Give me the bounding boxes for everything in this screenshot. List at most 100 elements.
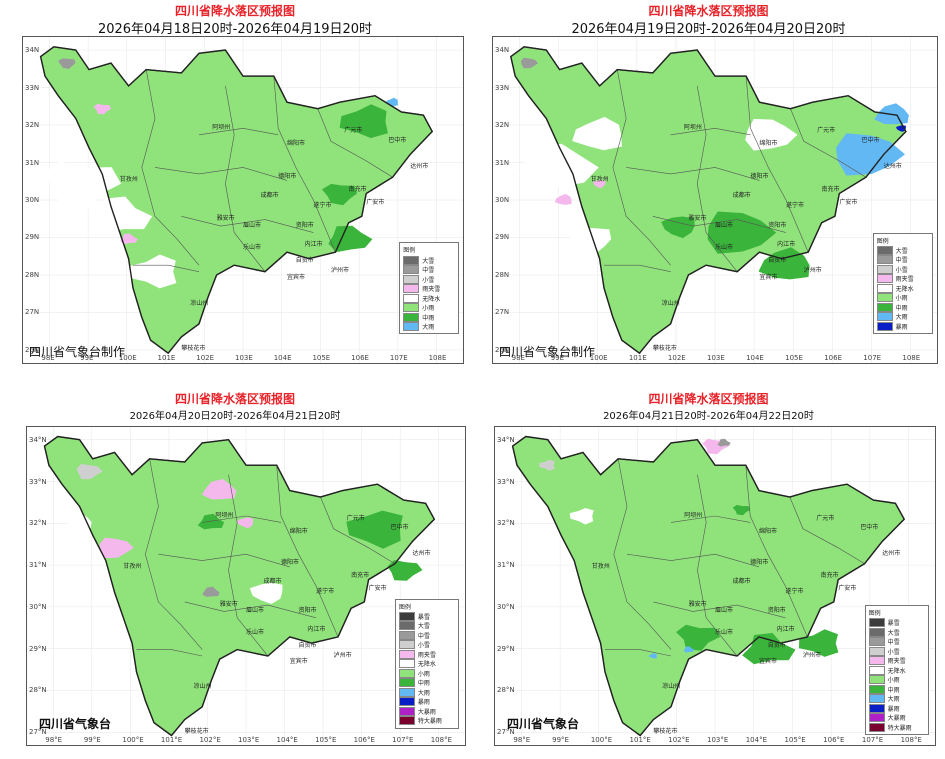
legend-swatch (398, 687, 415, 697)
prefecture-boundary (202, 515, 282, 523)
legend-item: 暴雨 (868, 703, 925, 714)
city-label: 阿坝州 (215, 511, 234, 519)
legend-swatch (398, 649, 415, 659)
longitude-tick-label: 106E (824, 354, 842, 362)
city-label: 泸州市 (331, 267, 350, 275)
longitude-tick-label: 103°E (707, 736, 729, 744)
city-label: 攀枝花市 (184, 727, 209, 735)
no-precip-area (567, 227, 612, 255)
city-label: 泸州市 (803, 267, 822, 275)
map-frame: 34°N 33°N 32°N 31°N 30°N 29°N 28°N 27°N 98°E 99°E… (494, 426, 936, 746)
no-precip-area (128, 254, 177, 289)
map-legend: 图例 暴雪 大雪 中雪 小雪 雨夹雪 无降水 小雨 中雨 大雨 暴雨 大暴雨 特大暴雨 (864, 605, 929, 736)
city-label: 阿坝州 (212, 123, 231, 131)
city-label: 自贡市 (767, 642, 786, 650)
legend-item: 特大暴雨 (398, 716, 455, 726)
prefecture-boundary (604, 264, 671, 272)
panel-title: 四川省降水落区预报图 (648, 4, 769, 18)
legend-label: 暴雪 (887, 620, 900, 628)
city-label: 雅安市 (219, 600, 238, 608)
longitude-tick-label: 103°E (238, 736, 260, 744)
issuer-credit: 四川省气象台 (507, 717, 580, 731)
longitude-tick-label: 104°E (276, 736, 298, 744)
city-label: 遂宁市 (786, 202, 805, 209)
legend-swatch (868, 675, 885, 685)
longitude-tick-label: 104°E (745, 736, 768, 744)
city-label: 绵阳市 (759, 140, 778, 148)
city-label: 达州市 (882, 549, 901, 557)
latitude-tick-label: 29°N (497, 644, 515, 653)
city-label: 南充市 (351, 572, 370, 580)
latitude-tick-label: 34N (25, 46, 40, 55)
city-label: 自贡市 (298, 642, 317, 650)
prefecture-boundary (133, 264, 200, 272)
moderate-rain-area (328, 225, 373, 253)
legend-swatch (398, 640, 415, 650)
legend-swatch (876, 264, 893, 274)
legend-label: 大雪 (422, 257, 435, 265)
sleet-area (120, 233, 138, 245)
city-label: 巴中市 (861, 136, 880, 144)
legend-swatch (876, 312, 893, 322)
prefecture-boundary (141, 69, 200, 266)
map-frame: 34°N 33°N 32°N 31°N 30°N 29°N 28°N 27°N 98°E 99°E… (26, 426, 466, 746)
city-label: 乐山市 (715, 629, 734, 637)
latitude-tick-label: 33N (495, 83, 510, 92)
city-label: 攀枝花市 (652, 345, 677, 353)
legend-label: 小雨 (887, 677, 900, 685)
legend-swatch (876, 293, 893, 303)
prefecture-boundary (317, 108, 393, 178)
legend-label: 中雨 (895, 304, 908, 312)
province-border (39, 46, 434, 355)
legend-item: 暴雪 (868, 618, 925, 628)
forecast-panel-3: 四川省降水落区预报图 2026年04月20日20时-2026年04月21日20时… (0, 388, 470, 759)
legend-item: 大雪 (868, 627, 925, 638)
sleet-area (592, 180, 606, 189)
no-precip-area (249, 582, 283, 604)
legend-label: 雨夹雪 (895, 276, 914, 284)
legend-swatch (398, 678, 415, 688)
city-label: 雅安市 (688, 600, 707, 608)
legend-label: 暴雪 (417, 613, 430, 621)
prefecture-boundary (158, 553, 290, 568)
city-label: 攀枝花市 (181, 345, 206, 353)
longitude-tick-label: 102E (196, 354, 215, 362)
legend-item: 小雨 (403, 303, 455, 313)
legend-swatch (868, 618, 885, 628)
moderate-rain-area (732, 504, 751, 516)
legend-item: 小雪 (868, 646, 925, 657)
legend-item: 无降水 (868, 665, 925, 676)
legend-label: 无降水 (887, 667, 906, 675)
legend-label: 中雨 (422, 314, 435, 322)
legend-swatch (403, 312, 420, 322)
longitude-tick-label: 100E (118, 354, 137, 362)
latitude-tick-label: 34°N (29, 435, 47, 444)
city-label: 内江市 (307, 626, 326, 634)
longitude-tick-label: 103E (235, 354, 253, 362)
city-label: 德阳市 (750, 172, 769, 180)
prefecture-boundary (198, 127, 279, 136)
prefecture-boundary (184, 601, 317, 619)
legend-swatch (868, 722, 885, 732)
city-label: 绵阳市 (759, 527, 778, 535)
legend-item: 小雪 (403, 274, 455, 284)
prefecture-boundary (154, 167, 288, 181)
latitude-tick-label: 28°N (497, 686, 515, 695)
longitude-tick-label: 106°E (353, 736, 375, 744)
legend-label: 大雪 (417, 623, 430, 631)
latitude-tick-label: 32°N (29, 519, 47, 528)
city-label: 广元市 (816, 514, 835, 522)
latitude-tick-label: 31°N (29, 561, 47, 570)
latitude-tick-label: 30°N (29, 602, 47, 611)
map-frame: 34N 33N 32N 31N 30N 29N 28N 27N 26N 98E 99E 100E 101… (492, 36, 938, 364)
longitude-tick-label: 102°E (668, 736, 690, 744)
legend-label: 暴雨 (895, 323, 908, 331)
longitude-tick-label: 100E (589, 354, 608, 362)
longitude-tick-label: 101°E (629, 736, 651, 744)
prefecture-boundary (745, 465, 808, 638)
province-border (511, 435, 906, 737)
prefecture-boundary (605, 649, 672, 657)
city-label: 资阳市 (767, 607, 786, 615)
legend-item: 中雪 (868, 637, 925, 647)
legend-swatch (398, 697, 415, 707)
